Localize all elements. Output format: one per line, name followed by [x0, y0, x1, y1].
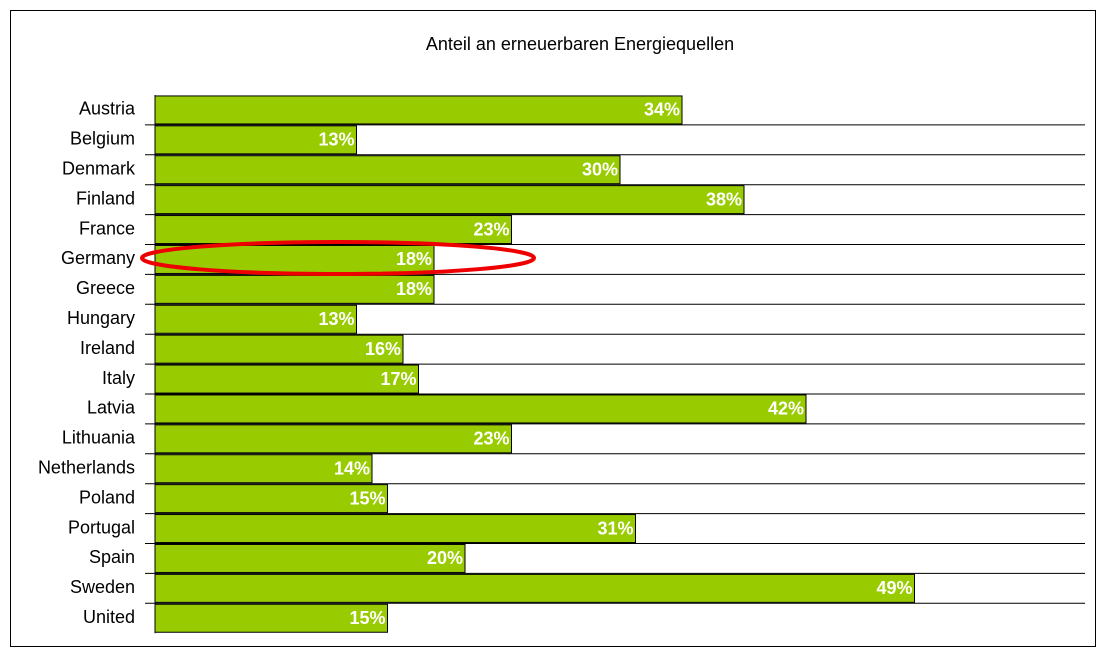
highlight-ellipse: [140, 240, 536, 276]
y-tick-label: Sweden: [70, 577, 135, 597]
data-label: 23%: [473, 429, 509, 449]
bar: [154, 185, 745, 215]
data-label: 14%: [334, 459, 370, 479]
data-label: 31%: [597, 518, 633, 538]
data-label: 49%: [876, 578, 912, 598]
y-tick-label: Poland: [79, 487, 135, 507]
data-label: 13%: [318, 309, 354, 329]
data-label: 20%: [427, 548, 463, 568]
bar: [154, 304, 357, 334]
chart-title: Anteil an erneuerbaren Energiequellen: [426, 34, 734, 54]
data-label: 23%: [473, 219, 509, 239]
y-tick-label: Portugal: [68, 517, 135, 537]
bar: [154, 364, 419, 394]
y-tick-label: Germany: [61, 248, 135, 268]
y-tick-label: Greece: [76, 278, 135, 298]
bar: [154, 274, 435, 304]
data-label: 17%: [380, 369, 416, 389]
data-label: 34%: [644, 100, 680, 120]
y-tick-label: Ireland: [80, 338, 135, 358]
y-tick-label: Spain: [89, 547, 135, 567]
bar: [154, 394, 807, 424]
y-tick-label: Lithuania: [62, 428, 136, 448]
y-tick-label: Netherlands: [38, 458, 135, 478]
bar: [154, 424, 512, 454]
data-label: 42%: [768, 399, 804, 419]
bar: [154, 334, 404, 364]
data-label: 15%: [349, 608, 385, 628]
y-tick-label: Denmark: [62, 159, 136, 179]
data-label: 16%: [365, 339, 401, 359]
y-tick-label: Hungary: [67, 308, 135, 328]
y-tick-label: Italy: [102, 368, 135, 388]
bar: [154, 543, 466, 573]
bar: [154, 155, 621, 185]
bar: [154, 95, 683, 125]
bar: [154, 215, 512, 245]
bar: [154, 514, 636, 544]
bar: [154, 573, 915, 603]
y-tick-label: United: [83, 607, 135, 627]
y-tick-label: France: [79, 218, 135, 238]
y-tick-label: Latvia: [87, 398, 136, 418]
data-label: 15%: [349, 488, 385, 508]
data-label: 30%: [582, 160, 618, 180]
y-tick-label: Finland: [76, 188, 135, 208]
bar: [154, 484, 388, 514]
data-label: 38%: [706, 189, 742, 209]
data-label: 18%: [396, 279, 432, 299]
y-tick-label: Belgium: [70, 129, 135, 149]
y-tick-label: Austria: [79, 99, 136, 119]
bar: [154, 454, 373, 484]
data-label: 18%: [396, 249, 432, 269]
data-label: 13%: [318, 130, 354, 150]
